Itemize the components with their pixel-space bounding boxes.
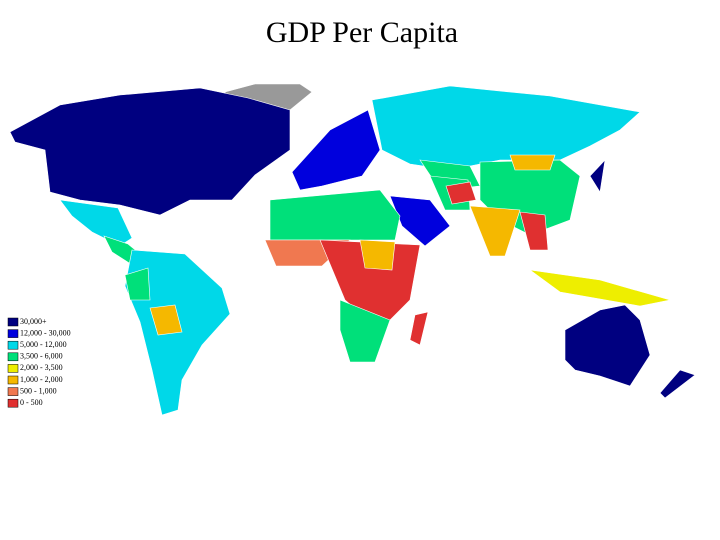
new-zealand <box>659 369 696 399</box>
russia <box>371 85 641 171</box>
india <box>469 205 521 257</box>
east-africa <box>359 239 396 271</box>
indonesia <box>529 269 671 307</box>
legend-label: 0 - 500 <box>20 398 43 407</box>
europe <box>291 109 381 191</box>
australia <box>564 304 651 387</box>
legend-label: 5,000 - 12,000 <box>20 340 67 349</box>
title: GDP Per Capita <box>266 16 458 49</box>
world-map <box>9 83 696 416</box>
north-america <box>9 87 291 216</box>
central-africa <box>319 239 421 331</box>
legend-label: 30,000+ <box>20 317 47 326</box>
legend: 30,000+ 12,000 - 30,000 5,000 - 12,000 3,50… <box>7 317 71 408</box>
legend-swatch <box>7 340 19 350</box>
japan <box>589 159 606 193</box>
legend-label: 12,000 - 30,000 <box>20 328 71 337</box>
legend-swatch <box>7 352 19 362</box>
legend-swatch <box>7 387 19 396</box>
legend-swatch <box>7 398 19 408</box>
legend-swatch <box>7 329 19 338</box>
legend-swatch <box>7 364 19 373</box>
mongolia <box>509 154 556 171</box>
southeast-asia <box>519 211 549 251</box>
mexico <box>59 199 133 247</box>
legend-label: 500 - 1,000 <box>20 386 57 395</box>
southern-africa <box>339 299 391 363</box>
legend-label: 3,500 - 6,000 <box>20 352 63 361</box>
legend-swatch <box>7 317 19 327</box>
arabia <box>389 195 451 247</box>
north-africa <box>269 189 401 241</box>
legend-label: 1,000 - 2,000 <box>20 375 63 384</box>
madagascar <box>409 311 429 346</box>
bolivia <box>149 304 183 336</box>
legend-label: 2,000 - 3,500 <box>20 363 63 372</box>
brazil-west <box>124 267 151 301</box>
afghanistan <box>445 181 477 205</box>
legend-swatch <box>7 375 19 385</box>
